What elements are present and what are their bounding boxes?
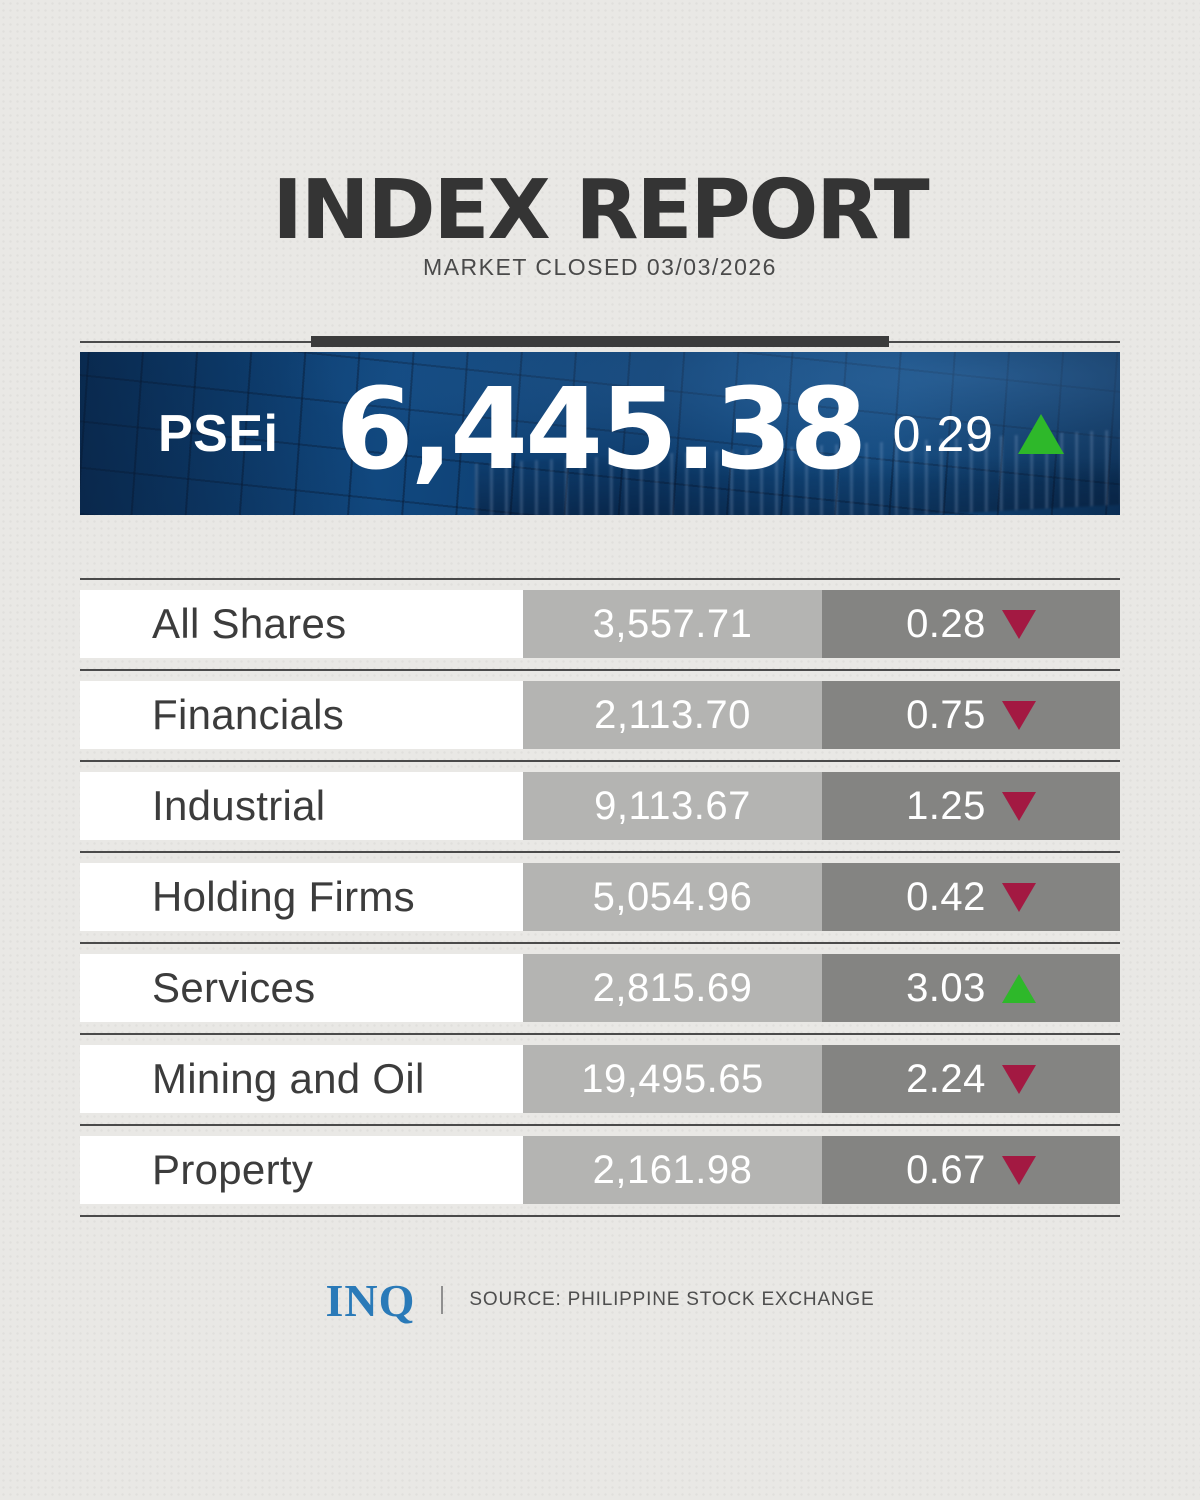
row-divider — [80, 578, 1120, 580]
down-triangle-icon — [1001, 882, 1036, 912]
down-triangle-icon — [1001, 609, 1036, 639]
header-divider-bar — [311, 336, 889, 347]
table-row-all-shares: All Shares 3,557.71 0.28 — [80, 590, 1120, 658]
change-value: 3.03 — [906, 965, 986, 1010]
index-name: Industrial — [80, 772, 523, 840]
index-change-cell: 0.75 — [822, 681, 1120, 749]
market-status-subtitle: MARKET CLOSED 03/03/2026 — [423, 254, 777, 280]
table-row-industrial: Industrial 9,113.67 1.25 — [80, 772, 1120, 840]
index-change-cell: 0.28 — [822, 590, 1120, 658]
index-name: Financials — [80, 681, 523, 749]
psei-banner: PSEi 6,445.38 0.29 — [80, 352, 1120, 515]
index-change-cell: 1.25 — [822, 772, 1120, 840]
index-name: Services — [80, 954, 523, 1022]
row-divider — [80, 1033, 1120, 1035]
psei-change-value: 0.29 — [892, 405, 994, 462]
index-close-value: 19,495.65 — [523, 1045, 822, 1113]
up-triangle-icon — [1018, 413, 1064, 454]
table-row-holding-firms: Holding Firms 5,054.96 0.42 — [80, 863, 1120, 931]
table-row-financials: Financials 2,113.70 0.75 — [80, 681, 1120, 749]
index-close-value: 2,815.69 — [523, 954, 822, 1022]
row-divider — [80, 669, 1120, 671]
change-value: 0.67 — [906, 1147, 986, 1192]
index-change-cell: 2.24 — [822, 1045, 1120, 1113]
index-name: Property — [80, 1136, 523, 1204]
psei-value: 6,445.38 — [335, 364, 868, 495]
source-attribution: SOURCE: PHILIPPINE STOCK EXCHANGE — [469, 1289, 875, 1310]
change-value: 0.42 — [906, 874, 986, 919]
up-triangle-icon — [1001, 973, 1036, 1003]
index-close-value: 9,113.67 — [523, 772, 822, 840]
row-divider — [80, 851, 1120, 853]
change-value: 0.28 — [906, 601, 986, 646]
psei-change: 0.29 — [893, 405, 1064, 463]
index-table: All Shares 3,557.71 0.28 Financials 2,11… — [80, 578, 1120, 1217]
psei-label: PSEi — [158, 404, 279, 463]
index-close-value: 2,161.98 — [523, 1136, 822, 1204]
psei-banner-content: PSEi 6,445.38 0.29 — [80, 352, 1120, 515]
index-change-cell: 3.03 — [822, 954, 1120, 1022]
row-divider — [80, 942, 1120, 944]
table-row-mining-and-oil: Mining and Oil 19,495.65 2.24 — [80, 1045, 1120, 1113]
index-change-cell: 0.67 — [822, 1136, 1120, 1204]
change-value: 2.24 — [906, 1056, 986, 1101]
index-change-cell: 0.42 — [822, 863, 1120, 931]
change-value: 1.25 — [906, 783, 986, 828]
index-close-value: 3,557.71 — [523, 590, 822, 658]
index-name: All Shares — [80, 590, 523, 658]
index-close-value: 2,113.70 — [523, 681, 822, 749]
table-row-property: Property 2,161.98 0.67 — [80, 1136, 1120, 1204]
down-triangle-icon — [1001, 700, 1036, 730]
footer-separator — [441, 1286, 444, 1314]
footer: INQ SOURCE: PHILIPPINE STOCK EXCHANGE — [0, 1270, 1200, 1330]
down-triangle-icon — [1001, 1064, 1036, 1094]
index-close-value: 5,054.96 — [523, 863, 822, 931]
change-value: 0.75 — [906, 692, 986, 737]
row-divider — [80, 1124, 1120, 1126]
down-triangle-icon — [1001, 1155, 1036, 1185]
index-name: Holding Firms — [80, 863, 523, 931]
index-name: Mining and Oil — [80, 1045, 523, 1113]
inquirer-logo: INQ — [325, 1274, 416, 1326]
page-title: INDEX REPORT — [272, 163, 929, 258]
down-triangle-icon — [1001, 791, 1036, 821]
table-bottom-divider — [80, 1215, 1120, 1217]
row-divider — [80, 760, 1120, 762]
table-row-services: Services 2,815.69 3.03 — [80, 954, 1120, 1022]
